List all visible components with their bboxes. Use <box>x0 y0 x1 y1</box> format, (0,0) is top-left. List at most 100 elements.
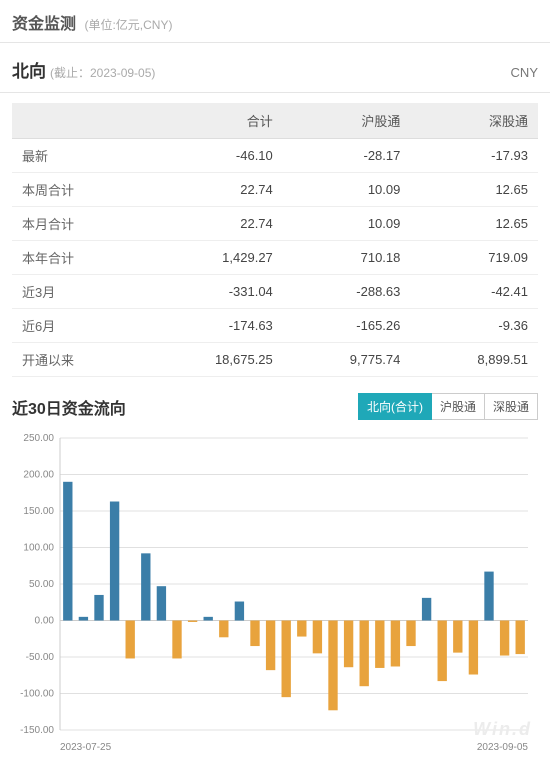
svg-text:200.00: 200.00 <box>23 470 54 481</box>
svg-text:2023-09-05: 2023-09-05 <box>477 742 529 753</box>
table-row: 近6月-174.63-165.26-9.36 <box>12 309 538 343</box>
bar <box>282 621 291 698</box>
col-hu: 沪股通 <box>283 103 411 139</box>
summary-table-wrap: 合计 沪股通 深股通 最新-46.10-28.17-17.93本周合计22.74… <box>0 93 550 383</box>
watermark-text: Win.d <box>473 719 532 740</box>
cell-hu: -165.26 <box>283 309 411 343</box>
col-shen: 深股通 <box>410 103 538 139</box>
bar <box>235 602 244 621</box>
cell-label: 最新 <box>12 139 142 173</box>
cell-hu: 10.09 <box>283 207 411 241</box>
chart-canvas: -150.00 -100.00 -50.00 0.00 50.00 100.00 150.0… <box>12 428 538 758</box>
chart-title: 近30日资金流向 <box>12 395 126 419</box>
table-row: 最新-46.10-28.17-17.93 <box>12 139 538 173</box>
table-row: 近3月-331.04-288.63-42.41 <box>12 275 538 309</box>
unit-label: (单位:亿元,CNY) <box>84 18 172 32</box>
cell-label: 本周合计 <box>12 173 142 207</box>
page-header: 资金监测 (单位:亿元,CNY) <box>0 0 550 43</box>
bar <box>63 482 72 621</box>
svg-text:50.00: 50.00 <box>29 579 54 590</box>
bar <box>438 621 447 682</box>
cell-hu: -28.17 <box>283 139 411 173</box>
bar-chart-svg: -150.00 -100.00 -50.00 0.00 50.00 100.00 150.0… <box>12 428 538 758</box>
cell-label: 近3月 <box>12 275 142 309</box>
bar <box>141 553 150 620</box>
cell-shen: -9.36 <box>410 309 538 343</box>
bar <box>500 621 509 656</box>
bar <box>469 621 478 675</box>
summary-table: 合计 沪股通 深股通 最新-46.10-28.17-17.93本周合计22.74… <box>12 103 538 377</box>
bar <box>204 617 213 621</box>
cell-total: 22.74 <box>142 207 283 241</box>
svg-text:150.00: 150.00 <box>23 506 54 517</box>
bar <box>250 621 259 647</box>
col-total: 合计 <box>142 103 283 139</box>
cell-hu: -288.63 <box>283 275 411 309</box>
col-blank <box>12 103 142 139</box>
bar <box>484 572 493 621</box>
cell-hu: 10.09 <box>283 173 411 207</box>
svg-text:-150.00: -150.00 <box>20 725 54 736</box>
direction-label: 北向 <box>12 57 46 82</box>
cell-total: -174.63 <box>142 309 283 343</box>
currency-label: CNY <box>511 65 538 80</box>
cell-total: -46.10 <box>142 139 283 173</box>
page-title: 资金监测 <box>12 16 76 33</box>
chart-section: 近30日资金流向 北向(合计)沪股通深股通 -150.00 -100.00 -50.… <box>0 383 550 758</box>
table-row: 本月合计22.7410.0912.65 <box>12 207 538 241</box>
bar <box>266 621 275 671</box>
cell-total: 1,429.27 <box>142 241 283 275</box>
bar <box>172 621 181 659</box>
cell-shen: 719.09 <box>410 241 538 275</box>
cell-hu: 9,775.74 <box>283 343 411 377</box>
table-header-row: 合计 沪股通 深股通 <box>12 103 538 139</box>
svg-text:0.00: 0.00 <box>35 616 55 627</box>
chart-tab-group: 北向(合计)沪股通深股通 <box>358 393 538 420</box>
bar <box>313 621 322 654</box>
cell-shen: 12.65 <box>410 207 538 241</box>
bar <box>360 621 369 687</box>
chart-tab[interactable]: 沪股通 <box>432 393 485 420</box>
bar <box>110 502 119 621</box>
cell-total: 22.74 <box>142 173 283 207</box>
subheader: 北向 (截止：2023-09-05) CNY <box>0 43 550 93</box>
cell-hu: 710.18 <box>283 241 411 275</box>
bar <box>126 621 135 659</box>
asof-date: (截止：2023-09-05) <box>50 64 155 81</box>
cell-label: 本月合计 <box>12 207 142 241</box>
bar <box>406 621 415 647</box>
bar <box>516 621 525 655</box>
bar <box>79 617 88 621</box>
table-row: 开通以来18,675.259,775.748,899.51 <box>12 343 538 377</box>
bar <box>344 621 353 668</box>
bar <box>422 598 431 621</box>
svg-text:2023-07-25: 2023-07-25 <box>60 742 112 753</box>
cell-shen: -17.93 <box>410 139 538 173</box>
table-row: 本年合计1,429.27710.18719.09 <box>12 241 538 275</box>
cell-label: 开通以来 <box>12 343 142 377</box>
bar <box>328 621 337 711</box>
bar <box>391 621 400 667</box>
bar <box>94 595 103 621</box>
bar <box>188 621 197 622</box>
cell-total: 18,675.25 <box>142 343 283 377</box>
cell-shen: 12.65 <box>410 173 538 207</box>
chart-header: 近30日资金流向 北向(合计)沪股通深股通 <box>12 393 538 428</box>
svg-text:250.00: 250.00 <box>23 433 54 444</box>
svg-text:-50.00: -50.00 <box>26 652 55 663</box>
svg-text:-100.00: -100.00 <box>20 689 54 700</box>
table-row: 本周合计22.7410.0912.65 <box>12 173 538 207</box>
cell-label: 近6月 <box>12 309 142 343</box>
cell-shen: 8,899.51 <box>410 343 538 377</box>
chart-tab[interactable]: 深股通 <box>485 393 538 420</box>
svg-text:100.00: 100.00 <box>23 543 54 554</box>
bar <box>297 621 306 637</box>
bar <box>157 586 166 620</box>
bar <box>375 621 384 668</box>
cell-total: -331.04 <box>142 275 283 309</box>
cell-label: 本年合计 <box>12 241 142 275</box>
bar <box>453 621 462 653</box>
chart-tab[interactable]: 北向(合计) <box>358 393 432 420</box>
cell-shen: -42.41 <box>410 275 538 309</box>
bar <box>219 621 228 638</box>
